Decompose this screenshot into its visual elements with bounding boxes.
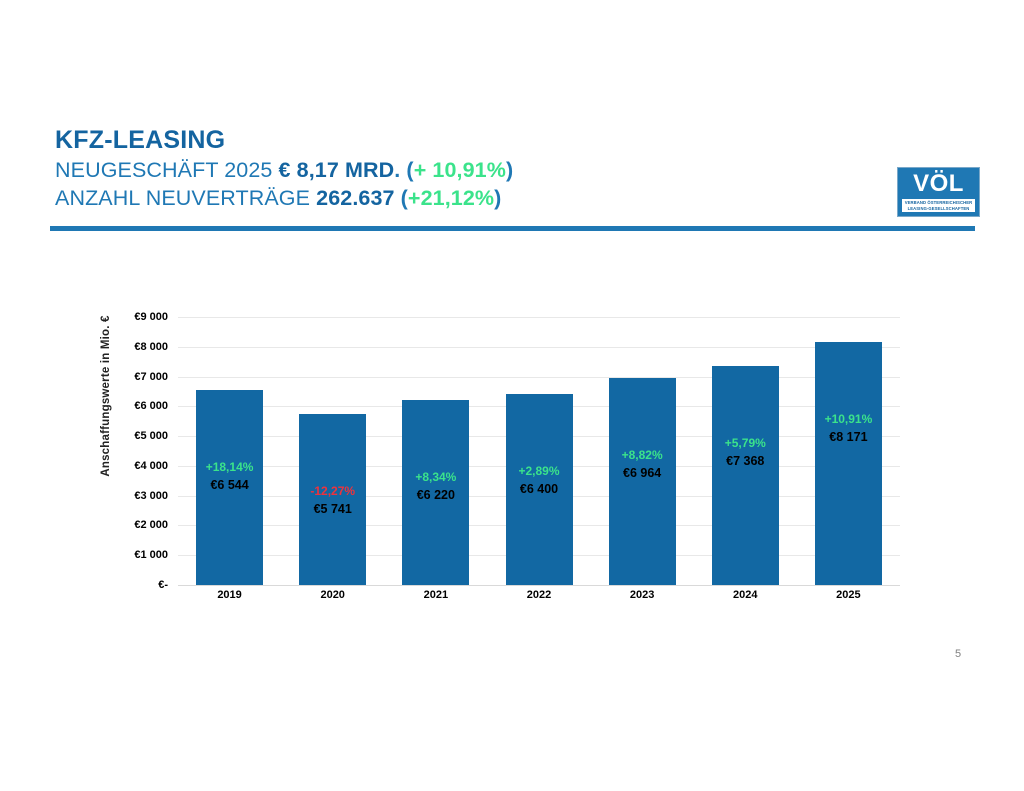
bar-change-label-2020: -12,27% — [310, 484, 356, 499]
page-title: KFZ-LEASING — [55, 126, 226, 154]
bar-value-label-2025: €8 171 — [829, 429, 868, 444]
subtitle-contracts-count: 262.637 — [316, 186, 395, 211]
bar-change-label-2021: +8,34% — [415, 469, 457, 484]
y-axis-tick-label: €6 000 — [134, 400, 168, 413]
bar-change-label-2025: +10,91% — [824, 411, 873, 426]
header-divider — [50, 226, 975, 231]
subtitle-contracts-prefix: ANZAHL NEUVERTRÄGE — [55, 186, 317, 211]
subtitle-contracts: ANZAHL NEUVERTRÄGE 262.637 (+21,12%) — [55, 184, 975, 213]
bar-2019: +18,14% €6 544 — [196, 390, 264, 585]
y-axis-tick-label: €8 000 — [134, 340, 168, 353]
gridline — [178, 376, 900, 378]
subtitle-contracts-change: +21,12% — [407, 186, 495, 211]
bar-2023: +8,82% €6 964 — [608, 377, 676, 585]
bar-value-label-2019: €6 544 — [210, 478, 249, 493]
bar-2024: +5,79% €7 368 — [711, 365, 779, 585]
gridline — [178, 346, 900, 348]
x-axis-tick-label-2021: 2021 — [423, 589, 449, 601]
subtitle-new-business-change: + 10,91% — [413, 157, 506, 182]
subtitle-new-business-suffix: ) — [505, 157, 514, 182]
bar-value-label-2021: €6 220 — [416, 487, 455, 502]
logo-subtitle-line-2: LEASING-GESELLSCHAFTEN — [907, 206, 970, 212]
subtitle-contracts-suffix: ) — [494, 186, 502, 211]
bar-2025: +10,91% €8 171 — [814, 341, 882, 585]
bar-value-label-2020: €5 741 — [313, 502, 352, 517]
y-axis-tick-label: €1 000 — [134, 549, 168, 562]
subtitle-new-business: NEUGESCHÄFT 2025 € 8,17 MRD. (+ 10,91%) — [55, 156, 975, 185]
subtitle-new-business-amount: € 8,17 MRD — [278, 157, 395, 182]
bar-value-label-2023: €6 964 — [623, 465, 662, 480]
page-number: 5 — [955, 648, 962, 660]
y-axis-tick-label: €7 000 — [134, 370, 168, 383]
subtitle-contracts-mid: ( — [394, 186, 408, 211]
x-axis-tick-label-2025: 2025 — [836, 589, 861, 601]
slide-header: KFZ-LEASING NEUGESCHÄFT 2025 € 8,17 MRD.… — [55, 126, 975, 213]
subtitle-new-business-mid: . ( — [394, 157, 414, 182]
logo-subtitle: VERBAND ÖSTERREICHISCHER LEASING-GESELLS… — [901, 198, 976, 213]
voel-logo: VÖL VERBAND ÖSTERREICHISCHER LEASING-GES… — [897, 167, 980, 217]
y-axis-tick-label: €2 000 — [134, 519, 168, 532]
y-axis-tick-label: €- — [158, 579, 168, 591]
y-axis-title: Anschaffungswerte in Mio. € — [100, 315, 112, 477]
x-axis-tick-label-2020: 2020 — [320, 589, 345, 601]
y-axis-tick-label: €4 000 — [134, 459, 168, 472]
bar-change-label-2022: +2,89% — [518, 464, 560, 479]
bar-change-label-2019: +18,14% — [205, 460, 254, 475]
x-axis-tick-label-2023: 2023 — [629, 589, 655, 601]
bar-change-label-2024: +5,79% — [724, 435, 766, 450]
subtitle-new-business-prefix: NEUGESCHÄFT 2025 — [55, 157, 279, 182]
bar-2022: +2,89% €6 400 — [505, 394, 573, 585]
bar-2021: +8,34% €6 220 — [402, 399, 470, 585]
x-axis-tick-label-2024: 2024 — [733, 589, 758, 601]
bar-value-label-2022: €6 400 — [519, 482, 559, 497]
x-axis-tick-label-2022: 2022 — [526, 589, 552, 601]
y-axis-tick-label: €9 000 — [134, 311, 168, 323]
bar-change-label-2023: +8,82% — [621, 447, 663, 462]
y-axis-tick-label: €3 000 — [134, 489, 168, 502]
gridline — [178, 317, 900, 318]
y-axis-tick-label: €5 000 — [134, 430, 168, 443]
logo-wordmark: VÖL — [913, 170, 964, 197]
bar-2020: -12,27% €5 741 — [299, 414, 367, 585]
x-axis-tick-label-2019: 2019 — [217, 589, 242, 601]
gridline — [178, 585, 900, 586]
logo-subtitle-line-1: VERBAND ÖSTERREICHISCHER — [904, 200, 973, 205]
bar-value-label-2024: €7 368 — [726, 453, 765, 468]
